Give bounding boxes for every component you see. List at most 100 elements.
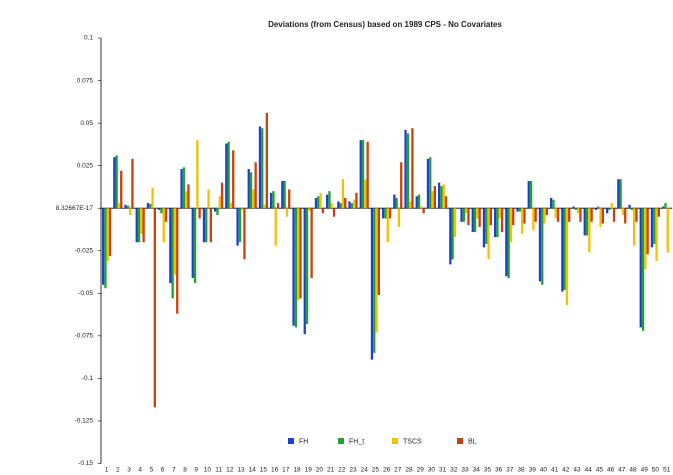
bar xyxy=(283,180,286,209)
bar xyxy=(187,184,190,209)
bar xyxy=(285,208,289,217)
bar xyxy=(543,208,546,224)
bar xyxy=(610,203,613,209)
bar xyxy=(451,208,454,260)
bar xyxy=(662,206,665,209)
chart-title: Deviations (from Census) based on 1989 C… xyxy=(268,20,502,29)
bar xyxy=(404,129,407,209)
bar xyxy=(664,203,667,209)
bar xyxy=(129,208,132,216)
bar xyxy=(516,208,519,212)
bar xyxy=(384,208,387,219)
bar xyxy=(216,208,219,216)
bar xyxy=(485,208,488,244)
bar xyxy=(621,208,625,216)
bar xyxy=(243,208,246,260)
bar xyxy=(252,189,255,209)
bar xyxy=(588,208,591,253)
bar xyxy=(135,208,138,243)
bar xyxy=(574,208,577,210)
x-tick-label: 17 xyxy=(282,467,290,474)
bar xyxy=(550,197,553,209)
bar xyxy=(509,208,513,243)
legend-label: BL xyxy=(468,438,477,445)
bar xyxy=(317,196,320,209)
x-tick-label: 45 xyxy=(596,467,604,474)
bar xyxy=(429,157,432,209)
bar xyxy=(415,196,418,209)
bar xyxy=(375,208,378,333)
x-tick-label: 41 xyxy=(551,467,559,474)
bar xyxy=(635,208,638,222)
bar xyxy=(460,208,463,222)
bar xyxy=(198,208,201,219)
bar xyxy=(115,155,118,209)
bar xyxy=(541,208,544,285)
bar xyxy=(303,208,306,335)
bar xyxy=(438,182,441,209)
x-tick-label: 10 xyxy=(204,467,212,474)
bar xyxy=(241,208,244,210)
bar xyxy=(639,208,642,328)
bar xyxy=(202,208,206,243)
x-tick-label: 32 xyxy=(450,467,458,474)
bar xyxy=(162,208,165,243)
x-tick-label: 9 xyxy=(194,467,198,474)
legend-label: FH xyxy=(299,438,308,445)
bar xyxy=(388,208,392,219)
x-tick-label: 25 xyxy=(372,467,380,474)
bar xyxy=(305,208,309,324)
bar xyxy=(326,194,329,209)
bar xyxy=(276,203,280,209)
y-tick-label: 8.32667E-17 xyxy=(56,205,94,212)
bar xyxy=(489,208,492,226)
bar xyxy=(599,208,602,227)
bar xyxy=(339,203,342,209)
bar xyxy=(102,208,105,285)
x-tick-label: 42 xyxy=(562,467,570,474)
bar xyxy=(409,201,412,209)
bar xyxy=(229,203,233,209)
bar xyxy=(350,203,353,209)
bar xyxy=(630,208,633,210)
bar xyxy=(142,208,145,243)
y-tick-label: -0.05 xyxy=(78,290,93,297)
bar xyxy=(330,203,333,209)
bar xyxy=(169,208,172,284)
bar xyxy=(619,179,622,209)
bar xyxy=(590,208,593,222)
bar xyxy=(606,208,609,214)
x-tick-label: 14 xyxy=(249,467,257,474)
x-tick-label: 18 xyxy=(293,467,301,474)
bar xyxy=(572,206,575,209)
x-tick-label: 7 xyxy=(172,467,176,474)
bar xyxy=(494,208,497,238)
bar xyxy=(288,189,291,209)
bar xyxy=(422,208,425,214)
bar xyxy=(182,167,185,209)
bar xyxy=(249,172,253,209)
bar xyxy=(370,208,374,360)
bar xyxy=(523,208,526,224)
x-tick-label: 27 xyxy=(394,467,402,474)
bar xyxy=(319,192,322,209)
x-tick-label: 4 xyxy=(138,467,142,474)
bar xyxy=(158,208,161,210)
bar xyxy=(272,191,275,209)
bar xyxy=(433,186,436,209)
bar xyxy=(225,143,228,209)
bar xyxy=(552,199,555,209)
x-tick-label: 51 xyxy=(663,467,671,474)
bar xyxy=(496,208,499,238)
x-tick-label: 28 xyxy=(405,467,413,474)
bar xyxy=(583,208,586,236)
bar xyxy=(650,208,654,248)
bar xyxy=(449,208,452,265)
x-tick-label: 39 xyxy=(529,467,537,474)
bar xyxy=(131,158,134,209)
bar xyxy=(263,204,266,209)
x-tick-label: 5 xyxy=(150,467,154,474)
x-tick-label: 30 xyxy=(428,467,436,474)
bar xyxy=(236,208,239,246)
legend-swatch xyxy=(457,438,463,444)
